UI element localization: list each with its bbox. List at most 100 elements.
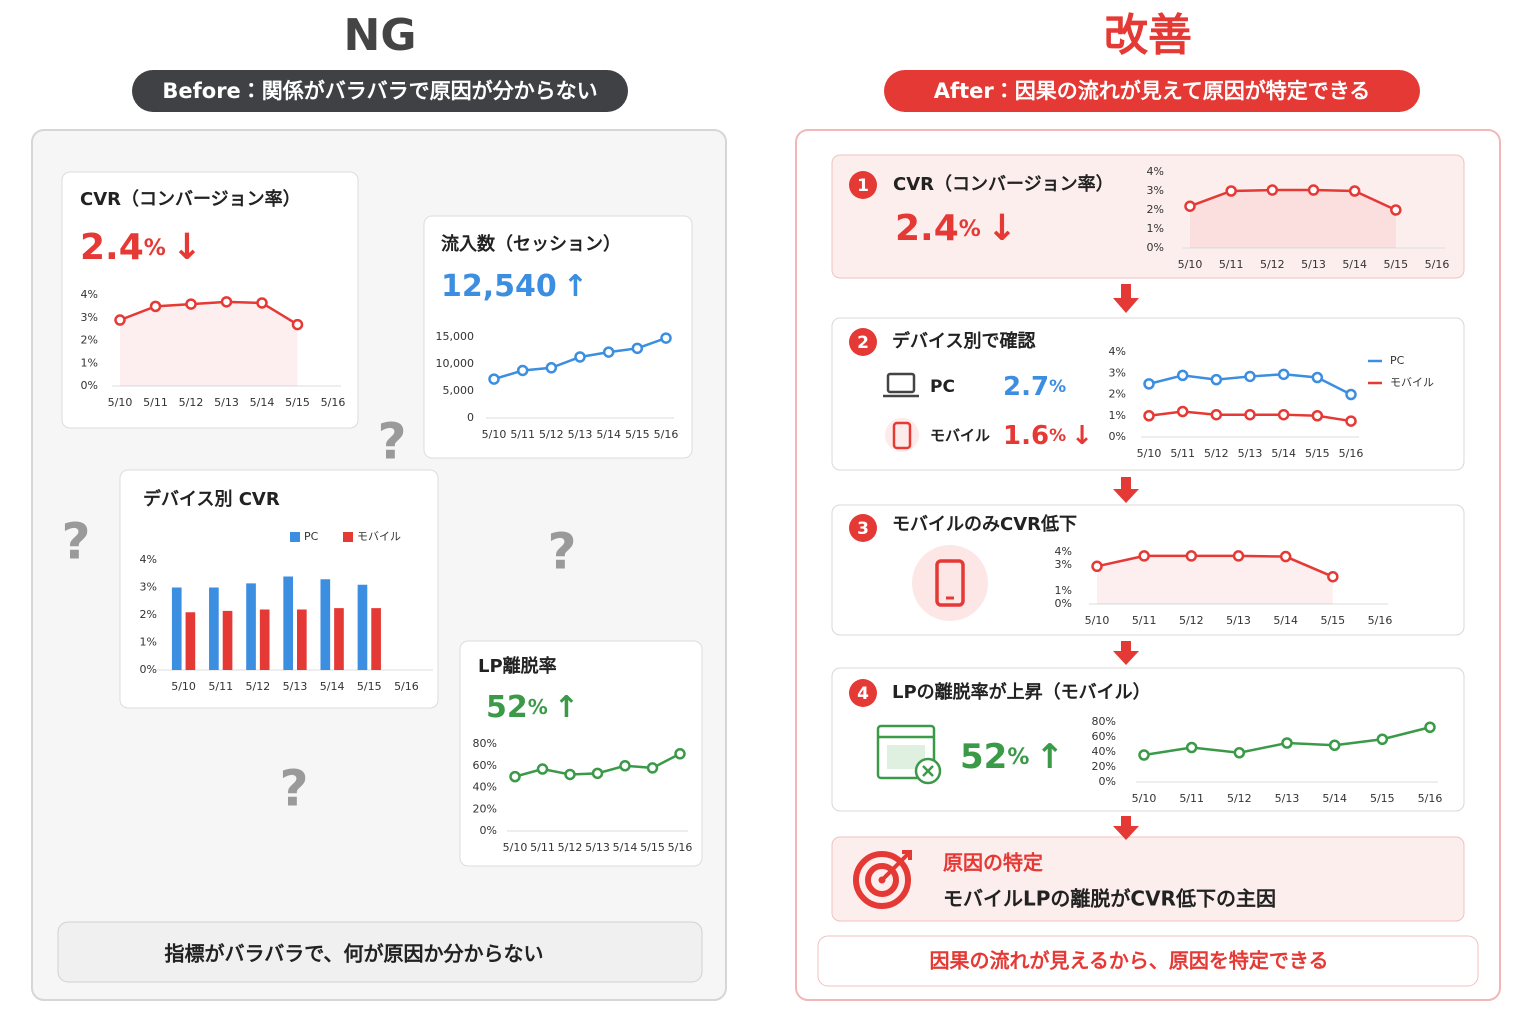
point [291,318,304,331]
card-title: 流入数（セッション） [441,233,621,255]
bar [297,609,307,670]
point [256,297,268,309]
bar [246,583,256,670]
point [1185,741,1198,754]
legend-label: PC [1390,354,1405,367]
point [1390,204,1402,216]
x-tick-label: 5/14 [250,396,275,409]
y-tick-label: 1% [1147,222,1164,235]
y-tick-label: 3% [1055,558,1072,571]
x-tick-label: 5/16 [1425,258,1450,271]
left-subtitle: Before：関係がバラバラで原因が分からない [162,79,597,103]
card [423,215,693,459]
close-x [922,765,934,777]
point [1244,408,1256,421]
x-tick-label: 5/12 [1260,258,1285,271]
kpi: 2.4% ↓ [895,208,1017,249]
point [114,314,126,326]
target-center [878,876,886,884]
bar [209,587,219,670]
line [1096,554,1334,578]
target-arrow [882,850,912,880]
question-mark: ? [377,413,406,471]
conclusion-box [831,836,1465,922]
kpi-value: 52 [486,690,528,725]
step-title: CVR（コンバージョン率） [893,173,1114,195]
kpi-arrow: ↓ [172,227,202,268]
kpi-arrow: ↑ [1035,737,1064,777]
kpi-value: 1.6 [1003,421,1049,451]
step-number: 2 [857,333,869,353]
point [1279,550,1292,563]
x-tick-label: 5/11 [1170,447,1195,460]
x-tick-label: 5/14 [1322,792,1347,805]
x-tick-label: 5/14 [613,841,638,854]
kpi-value: 2.7 [1003,372,1049,402]
card [61,171,359,429]
step-number: 1 [857,176,869,196]
kpi-unit: % [528,695,548,719]
y-tick-label: 2% [1109,388,1126,401]
kpi-unit: % [1049,426,1066,446]
browser-frame [876,724,936,780]
step-title: モバイルのみCVR低下 [892,513,1077,535]
point [1233,747,1246,759]
step-badge [849,679,877,707]
point [660,332,672,344]
kpi: 52% ↑ [486,690,579,725]
x-tick-label: 5/13 [1301,258,1326,271]
point [1138,550,1150,562]
target-icon [853,850,912,909]
point [1327,570,1339,583]
legend-swatch [343,532,353,542]
point [1244,370,1256,383]
y-tick-label: 20% [1092,760,1116,773]
x-tick-label: 5/12 [539,428,564,441]
point [619,760,631,772]
point [631,342,644,355]
right-footer: 因果の流れが見えるから、原因を特定できる [930,949,1329,973]
area [1190,190,1396,248]
point [1328,739,1341,751]
step-title: LPの離脱率が上昇（モバイル） [892,681,1151,703]
y-tick-label: 40% [473,781,497,794]
kpi-unit: % [959,217,981,242]
y-tick-label: 0% [81,379,98,392]
point [1311,410,1324,422]
x-tick-label: 5/11 [143,396,168,409]
point [1424,721,1436,733]
x-tick-label: 5/12 [246,680,271,693]
bar [185,612,196,670]
left-footer-box [57,921,703,983]
y-tick-label: 1% [1055,584,1072,597]
point [1266,184,1279,196]
x-tick-label: 5/12 [558,841,583,854]
y-tick-label: 0% [1147,241,1164,254]
kpi-value: 12,540 [441,269,557,304]
arrow-shaft [1121,641,1131,653]
laptop-icon [883,372,919,398]
card-title: デバイス別 CVR [143,488,280,510]
step-number: 4 [857,684,869,704]
point [1277,368,1290,381]
point [1307,184,1320,196]
point [1311,371,1324,384]
legend-swatch [290,532,300,542]
x-tick-label: 5/15 [1320,614,1345,627]
x-tick-label: 5/10 [1137,447,1162,460]
x-tick-label: 5/13 [1275,792,1300,805]
phone-icon [892,421,912,450]
y-tick-label: 0% [1055,597,1072,610]
x-tick-label: 5/15 [1305,447,1330,460]
point [545,362,558,374]
point [536,763,549,775]
y-tick-label: 0% [1099,775,1116,788]
x-tick-label: 5/16 [1418,792,1443,805]
device-name: モバイル [930,427,990,445]
point [1225,185,1237,197]
x-tick-label: 5/13 [585,841,610,854]
x-tick-label: 5/14 [1273,614,1298,627]
flow-arrows [1113,284,1139,840]
x-tick-label: 5/14 [1342,258,1367,271]
browser-icon [876,724,942,785]
